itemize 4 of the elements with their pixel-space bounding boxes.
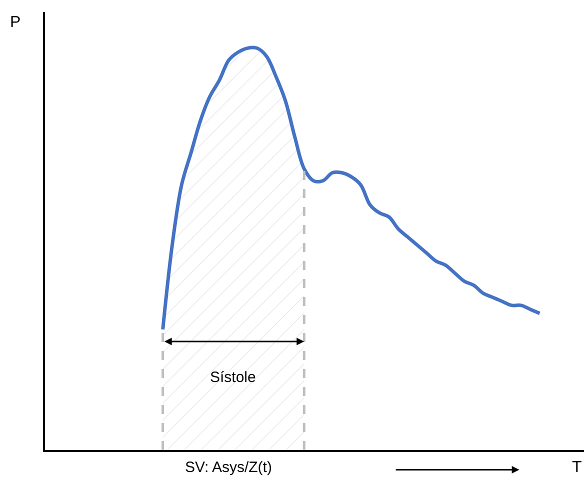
annotation: Sístole (210, 369, 256, 386)
text: SV: Asys/Z(t) (185, 459, 272, 476)
text: T (572, 459, 582, 476)
text: P (10, 14, 21, 31)
